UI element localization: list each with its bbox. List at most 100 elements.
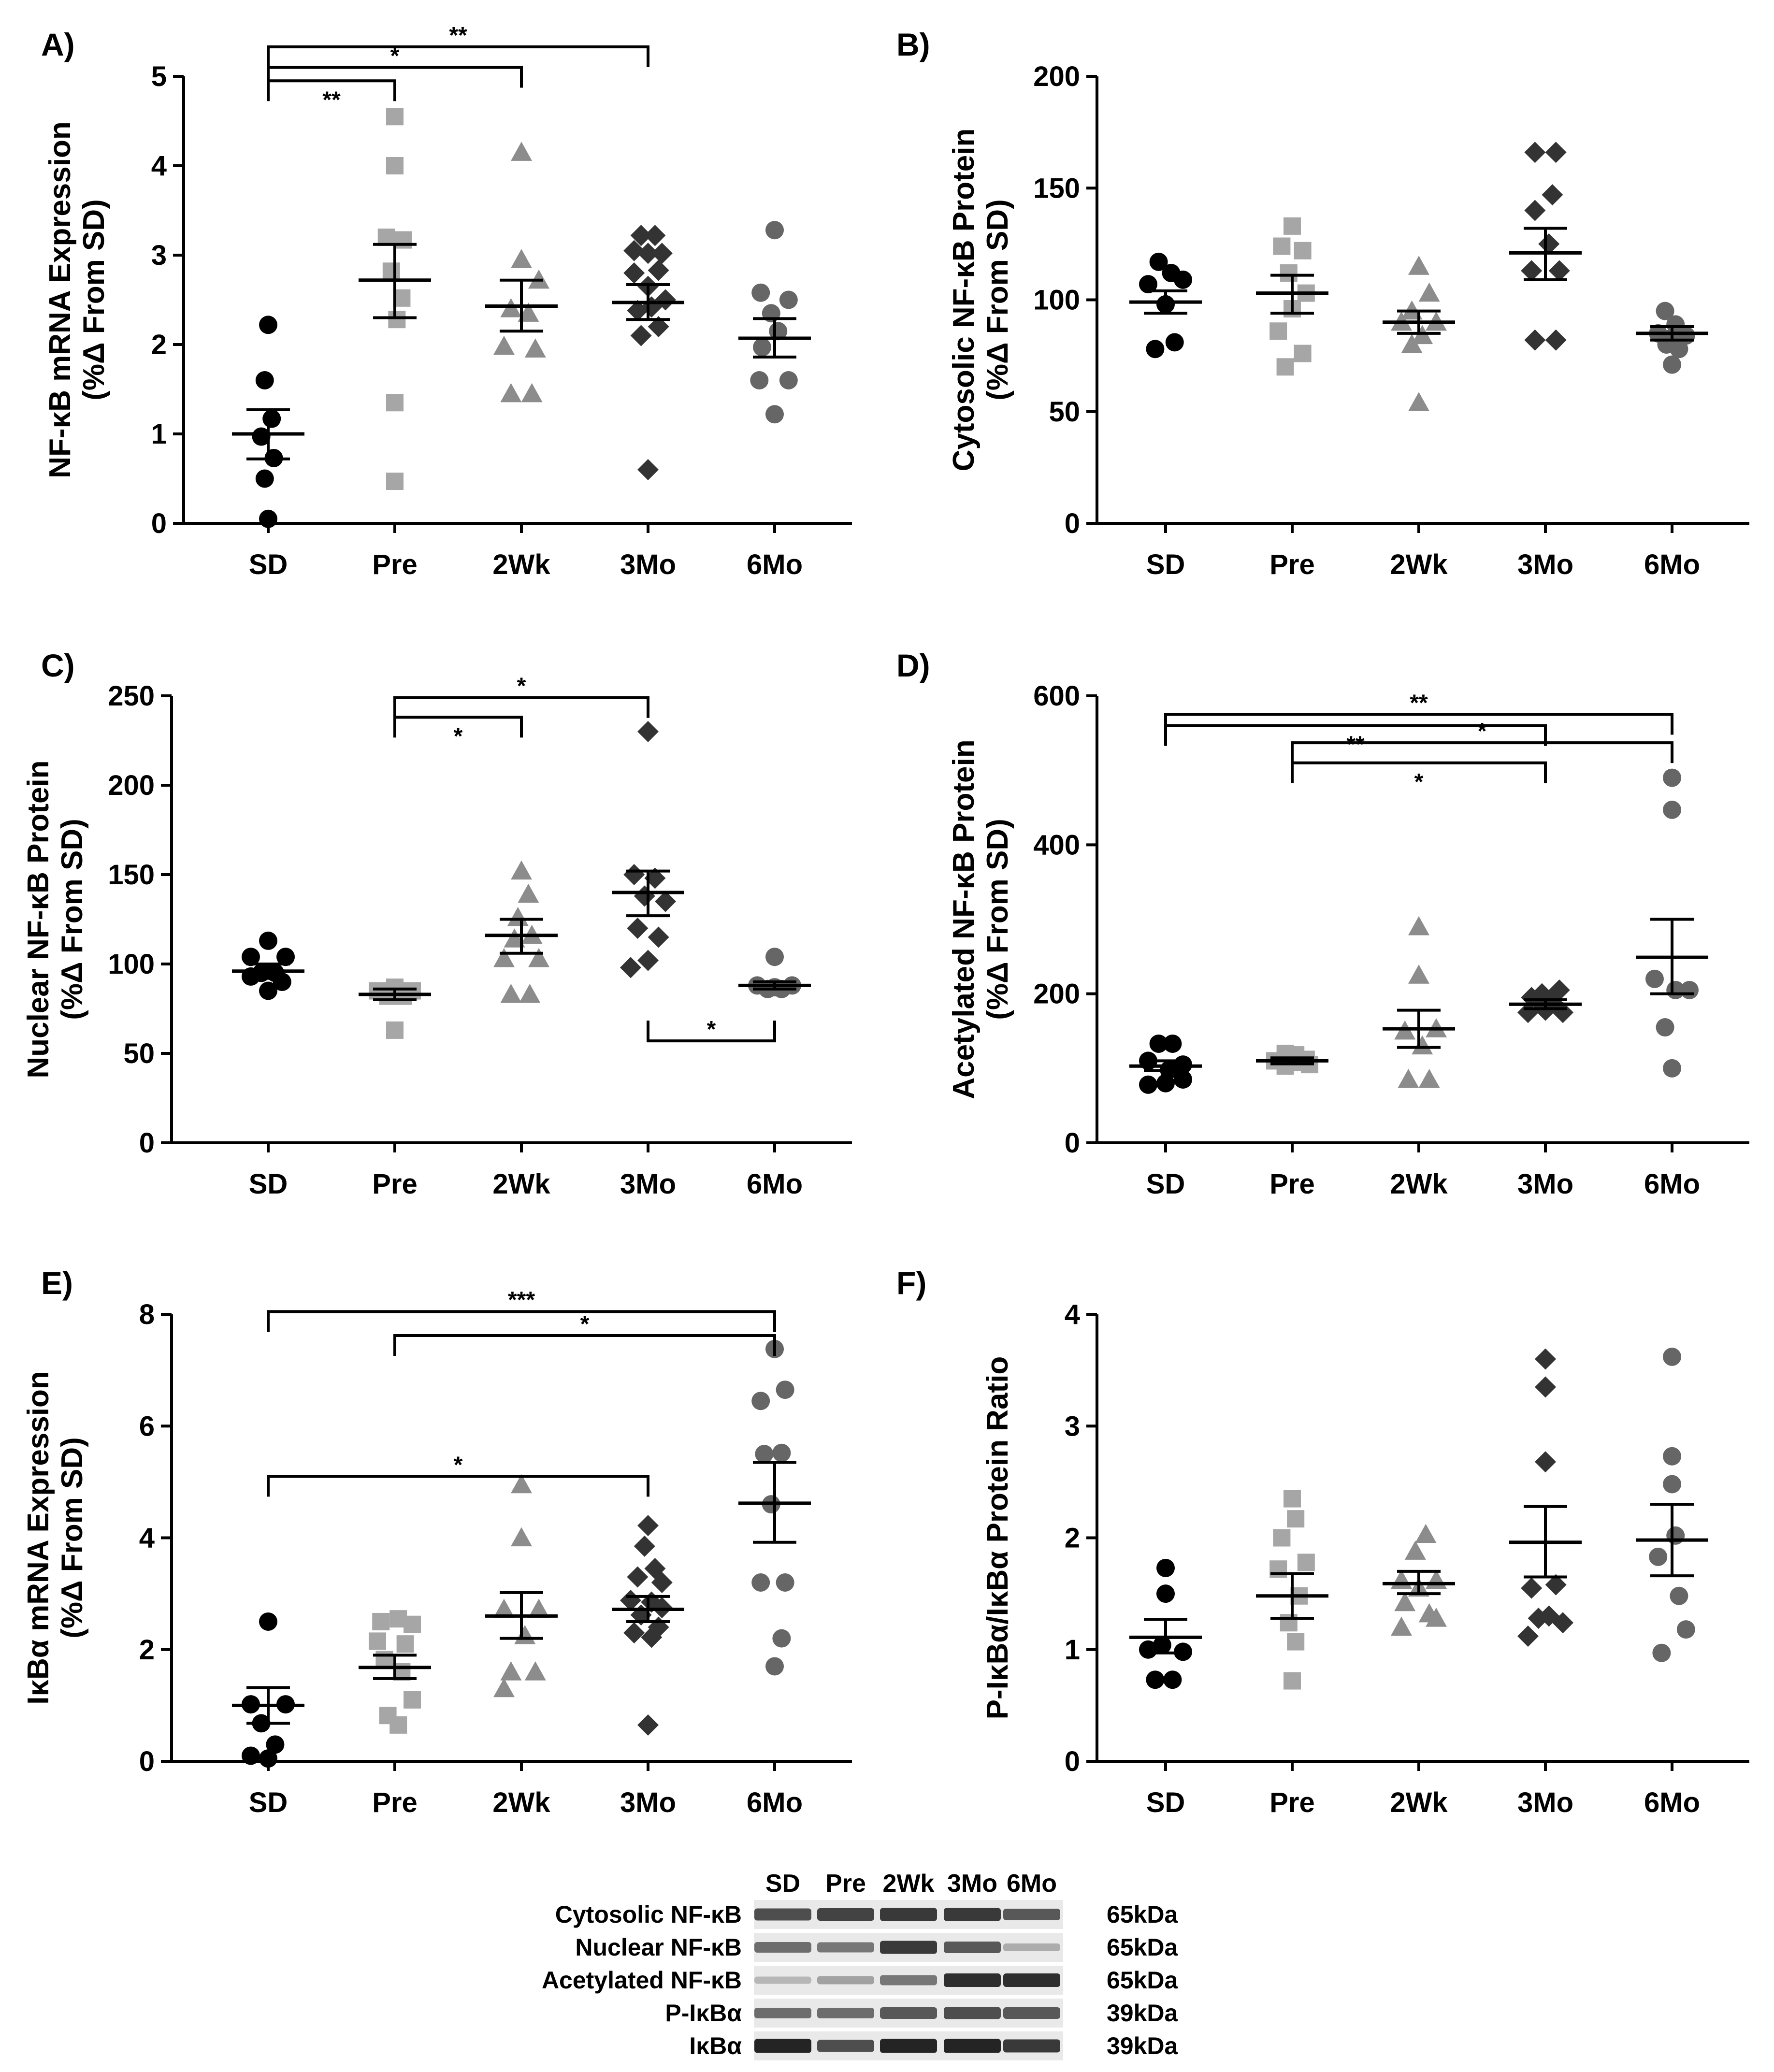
chart-panel-4: E) 0 2 4 6 8 SD Pre 2Wk 3Mo 6Mo IκBα mRNA Expressio… xyxy=(22,1265,852,1818)
data-point xyxy=(255,469,274,488)
data-point xyxy=(493,948,515,967)
data-point xyxy=(634,885,655,907)
data-point xyxy=(1415,1524,1437,1543)
y-axis-label: IκBα mRNA Expression xyxy=(22,1371,55,1705)
y-axis-label: Acetylated NF-κB Protein xyxy=(947,739,981,1099)
y-axis-label: (%Δ From SD) xyxy=(981,819,1014,1020)
data-point xyxy=(776,1381,794,1399)
data-point xyxy=(394,231,412,249)
data-point xyxy=(372,1612,390,1630)
sig-bracket xyxy=(393,716,523,738)
western-blot: SD Pre 2Wk 3Mo 6Mo Cytosolic NF-κB 65kDa Nuclea… xyxy=(542,1870,1179,2060)
data-point xyxy=(637,1714,659,1736)
data-point xyxy=(1284,1490,1301,1508)
data-point xyxy=(1408,392,1429,411)
panel-label: F) xyxy=(896,1265,926,1301)
sig-stars: *** xyxy=(508,1287,535,1313)
x-tick-label: 6Mo xyxy=(747,1787,803,1818)
data-point xyxy=(1517,1626,1539,1647)
data-point xyxy=(623,1622,645,1644)
data-point xyxy=(1656,1018,1674,1037)
data-point xyxy=(1663,1347,1681,1366)
y-tick-label: 2 xyxy=(151,329,167,360)
sig-stars: ** xyxy=(1346,732,1365,758)
sig-bracket xyxy=(393,1334,776,1356)
data-point xyxy=(1404,1540,1426,1560)
y-tick-label: 600 xyxy=(1033,680,1080,712)
y-tick-label: 0 xyxy=(139,1746,155,1777)
blot-kda-label: 65kDa xyxy=(1107,1967,1179,1994)
data-point xyxy=(1398,1068,1419,1088)
data-point xyxy=(259,1749,277,1768)
y-axis-label: (%Δ From SD) xyxy=(77,199,111,401)
data-point xyxy=(751,283,770,302)
sig-bracket xyxy=(267,1310,776,1332)
y-tick-label: 200 xyxy=(1033,978,1080,1010)
data-point xyxy=(262,409,281,428)
blot-band xyxy=(817,1942,874,1953)
data-point xyxy=(1174,270,1193,289)
y-tick-label: 150 xyxy=(1033,173,1080,204)
data-point xyxy=(765,221,784,240)
data-point xyxy=(1280,1614,1298,1632)
blot-lane-label: 6Mo xyxy=(1007,1870,1057,1898)
data-point xyxy=(382,262,400,280)
y-axis-label: Cytosolic NF-κB Protein xyxy=(947,129,981,472)
data-point xyxy=(1394,1592,1416,1612)
y-tick-label: 100 xyxy=(108,949,155,980)
data-point xyxy=(1149,1034,1168,1053)
data-point xyxy=(386,394,404,412)
x-tick-label: Pre xyxy=(372,1168,418,1200)
x-tick-label: Pre xyxy=(1269,1168,1315,1200)
data-point xyxy=(1294,242,1312,259)
chart-panel-3: D) 0 200 400 600 SD Pre 2Wk 3Mo 6Mo Acetylated NF-… xyxy=(896,648,1749,1200)
data-point xyxy=(637,1515,659,1537)
sig-stars: * xyxy=(1478,719,1487,744)
data-point xyxy=(259,316,277,334)
blot-lane-label: 3Mo xyxy=(947,1870,997,1898)
blot-band xyxy=(754,1942,811,1953)
data-point xyxy=(524,338,546,358)
blot-band xyxy=(754,1976,811,1984)
data-point xyxy=(1418,1068,1440,1088)
x-tick-label: Pre xyxy=(1269,549,1315,580)
data-point xyxy=(519,983,541,1003)
blot-band xyxy=(1003,1943,1060,1951)
x-tick-label: SD xyxy=(249,1168,288,1200)
data-point xyxy=(1401,334,1423,353)
blot-band xyxy=(880,1941,937,1954)
y-axis-label: NF-κB mRNA Expression xyxy=(43,121,77,478)
data-point xyxy=(627,1566,649,1588)
sig-stars: * xyxy=(517,674,526,699)
x-tick-label: 6Mo xyxy=(1644,549,1700,580)
blot-kda-label: 65kDa xyxy=(1107,1934,1179,1961)
x-tick-label: SD xyxy=(1146,1168,1185,1200)
data-point xyxy=(750,371,769,389)
data-point xyxy=(648,926,669,948)
y-tick-label: 400 xyxy=(1033,829,1080,861)
data-point xyxy=(1280,264,1298,282)
data-point xyxy=(524,1661,546,1681)
data-point xyxy=(252,427,271,446)
data-point xyxy=(644,225,666,246)
data-point xyxy=(507,906,529,926)
data-point xyxy=(241,948,260,966)
data-point xyxy=(627,918,649,939)
data-point xyxy=(751,1573,770,1592)
data-point xyxy=(386,473,404,490)
data-point xyxy=(765,405,784,424)
x-tick-label: SD xyxy=(1146,1787,1185,1818)
data-point xyxy=(1663,1059,1681,1078)
blot-lane-label: 2Wk xyxy=(883,1870,935,1898)
blot-band xyxy=(1003,2007,1060,2019)
data-point xyxy=(1273,237,1291,255)
blot-band xyxy=(754,2008,811,2018)
x-tick-label: 3Mo xyxy=(620,549,676,580)
data-point xyxy=(388,311,406,329)
data-point xyxy=(266,1735,285,1754)
x-tick-label: Pre xyxy=(1269,1787,1315,1818)
sig-bracket xyxy=(393,696,649,718)
blot-kda-label: 39kDa xyxy=(1107,2032,1179,2059)
data-point xyxy=(779,371,798,389)
data-point xyxy=(1408,916,1429,935)
